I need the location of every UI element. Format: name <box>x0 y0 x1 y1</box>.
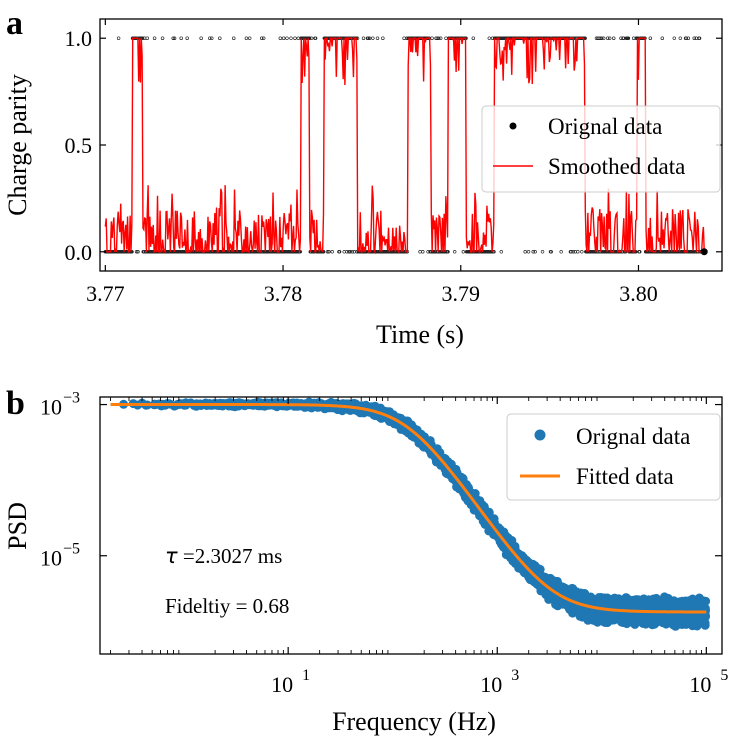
panel-b-legend-box <box>506 413 721 501</box>
fitted-psd-line <box>110 403 707 614</box>
panel-b-ytick-label: 10 <box>40 546 62 571</box>
panel-a-xtick-label: 3.77 <box>86 281 125 306</box>
panel-b-annotation-tau-text: =2.3027 ms <box>178 544 283 568</box>
original-psd-points <box>119 397 711 631</box>
panel-b-xtick-exponent: 3 <box>511 667 519 684</box>
panel-a-legend: Orignal data Smoothed data <box>481 105 721 193</box>
panel-a: a 3.77 3.78 3.79 3.80 0.0 0.5 1.0 Time (s) Cha… <box>3 5 723 349</box>
panel-a-legend-label-smoothed: Smoothed data <box>548 154 685 179</box>
panel-b-annotation-fidelity: Fideltiy = 0.68 <box>165 594 289 618</box>
panel-a-data-marks <box>103 36 708 256</box>
panel-a-xtick-label: 3.79 <box>442 281 481 306</box>
original-data-end-point <box>700 248 708 256</box>
panel-b-xtick-exponent: 1 <box>302 667 310 684</box>
panel-a-legend-marker-original <box>509 122 517 130</box>
panel-b-legend-label-original: Orignal data <box>576 424 690 449</box>
panel-b-legend-marker-original <box>534 429 546 441</box>
smoothed-data-line <box>104 36 705 255</box>
panel-a-ytick-label: 0.5 <box>65 133 93 158</box>
panel-b-ytick-exponent: −5 <box>63 541 80 558</box>
panel-a-label: a <box>6 5 23 42</box>
panel-a-xlabel: Time (s) <box>376 320 464 349</box>
panel-b-annotation-tau: τ =2.3027 ms <box>165 544 282 568</box>
panel-b-data-marks <box>110 397 711 631</box>
panel-b-ylabel: PSD <box>3 502 32 550</box>
panel-b-legend: Orignal data Fitted data <box>506 413 721 501</box>
panel-b-xtick-label: 10 <box>271 672 293 697</box>
panel-a-xtick-label: 3.80 <box>619 281 658 306</box>
panel-b-xtick-label: 10 <box>480 672 502 697</box>
panel-b-xlabel: Frequency (Hz) <box>332 707 496 736</box>
panel-b-ytick-label: 10 <box>40 395 62 420</box>
panel-b-annotation-tau-symbol: τ <box>165 544 178 568</box>
panel-b-xtick-exponent: 5 <box>720 667 728 684</box>
panel-b-label: b <box>6 385 25 422</box>
panel-a-ytick-label: 0.0 <box>65 240 93 265</box>
panel-a-legend-box <box>481 105 721 193</box>
panel-b-xtick-label: 10 <box>689 672 711 697</box>
panel-b-ytick-exponent: −3 <box>63 390 80 407</box>
panel-a-ylabel: Charge parity <box>3 74 32 216</box>
panel-b-axes-frame <box>99 396 723 655</box>
panel-b-legend-label-fitted: Fitted data <box>576 464 674 489</box>
panel-a-xtick-label: 3.78 <box>264 281 303 306</box>
panel-a-ticks: 3.77 3.78 3.79 3.80 0.0 0.5 1.0 <box>65 19 722 306</box>
panel-b: b 10 1 10 3 10 510 −310 −5 Frequency (Hz) PSD τ… <box>3 385 728 736</box>
panel-a-ytick-label: 1.0 <box>65 26 93 51</box>
original-data-points-low <box>103 250 706 254</box>
panel-b-ticks: 10 1 10 3 10 510 −310 −5 <box>40 390 728 697</box>
panel-a-legend-label-original: Orignal data <box>548 114 662 139</box>
